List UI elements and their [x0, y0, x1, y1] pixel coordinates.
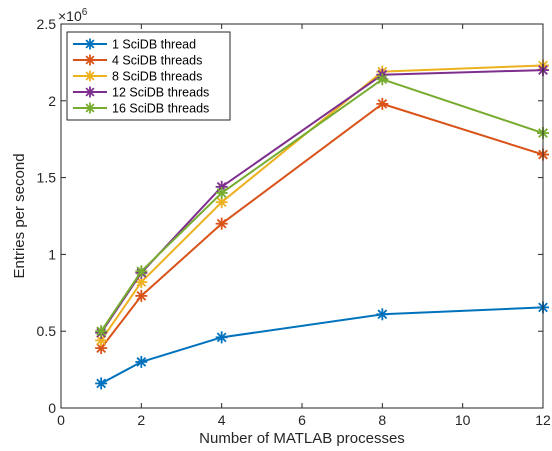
- y-tick-label: 1.5: [37, 170, 57, 186]
- y-tick-label: 1: [48, 246, 56, 262]
- y-axis-label: Entries per second: [11, 153, 28, 278]
- legend-item: 12 SciDB threads: [73, 86, 209, 100]
- x-tick-label: 2: [137, 412, 145, 428]
- marker-stroke: [96, 343, 107, 353]
- series-layer: [95, 59, 549, 390]
- legend-label: 8 SciDB threads: [112, 70, 202, 84]
- y-tick-label: 2.5: [37, 16, 57, 32]
- x-tick-label: 6: [298, 412, 306, 428]
- data-point: [215, 217, 228, 230]
- marker-stroke: [85, 87, 95, 97]
- marker-stroke: [96, 326, 107, 337]
- y-tick-label: 0: [48, 400, 56, 416]
- marker-stroke: [85, 39, 95, 49]
- x-tick-label: 8: [378, 412, 386, 428]
- data-point: [135, 289, 148, 302]
- legend-item: 1 SciDB thread: [73, 38, 196, 52]
- data-point: [376, 308, 389, 321]
- marker-stroke: [96, 378, 107, 389]
- marker-stroke: [216, 188, 227, 198]
- marker-stroke: [377, 309, 388, 320]
- legend-marker: [84, 54, 96, 66]
- x-tick-label: 10: [455, 412, 471, 428]
- legend-marker: [84, 102, 96, 114]
- legend-item: 8 SciDB threads: [73, 70, 202, 84]
- marker-stroke: [377, 74, 388, 85]
- marker-stroke: [85, 103, 95, 113]
- marker-stroke: [136, 266, 147, 277]
- legend-marker: [84, 38, 96, 50]
- data-point: [135, 355, 148, 368]
- legend-marker: [84, 86, 96, 98]
- data-point: [215, 331, 228, 344]
- legend-label: 4 SciDB threads: [112, 54, 202, 68]
- legend-label: 12 SciDB threads: [112, 86, 209, 100]
- legend-item: 16 SciDB threads: [73, 102, 209, 116]
- marker-stroke: [136, 357, 147, 367]
- marker-stroke: [136, 277, 147, 287]
- legend-marker: [84, 70, 96, 82]
- marker-stroke: [96, 335, 107, 346]
- x-tick-label: 0: [57, 412, 65, 428]
- data-point: [215, 186, 228, 199]
- legend-label: 1 SciDB thread: [112, 38, 196, 52]
- marker-stroke: [377, 98, 388, 109]
- y-multiplier-base: ×10: [58, 8, 82, 24]
- series-1: [95, 301, 549, 390]
- y-multiplier: ×106: [58, 7, 88, 24]
- marker-stroke: [85, 71, 95, 81]
- data-point: [215, 196, 228, 209]
- ticks-layer: 0 2 4 6 8 10 12 0 0.5 1 1.5 2 2.5: [37, 16, 551, 428]
- x-tick-label: 12: [535, 412, 551, 428]
- data-point: [95, 325, 108, 338]
- x-axis-label: Number of MATLAB processes: [199, 430, 405, 447]
- marker-stroke: [216, 197, 227, 208]
- y-tick-label: 0.5: [37, 323, 57, 339]
- marker-stroke: [85, 55, 95, 65]
- marker-stroke: [216, 218, 227, 229]
- data-point: [376, 97, 389, 110]
- y-multiplier-exponent: 6: [82, 7, 88, 18]
- data-point: [376, 73, 389, 86]
- data-point: [135, 265, 148, 278]
- x-tick-label: 4: [218, 412, 226, 428]
- data-point: [95, 377, 108, 390]
- legend: 1 SciDB thread 4 SciDB threads 8 SciDB thr…: [66, 31, 231, 121]
- y-tick-label: 2: [48, 93, 56, 109]
- legend-label: 16 SciDB threads: [112, 102, 209, 116]
- series-2: [95, 97, 549, 355]
- legend-item: 4 SciDB threads: [73, 54, 202, 68]
- marker-stroke: [216, 332, 227, 343]
- marker-stroke: [136, 290, 147, 301]
